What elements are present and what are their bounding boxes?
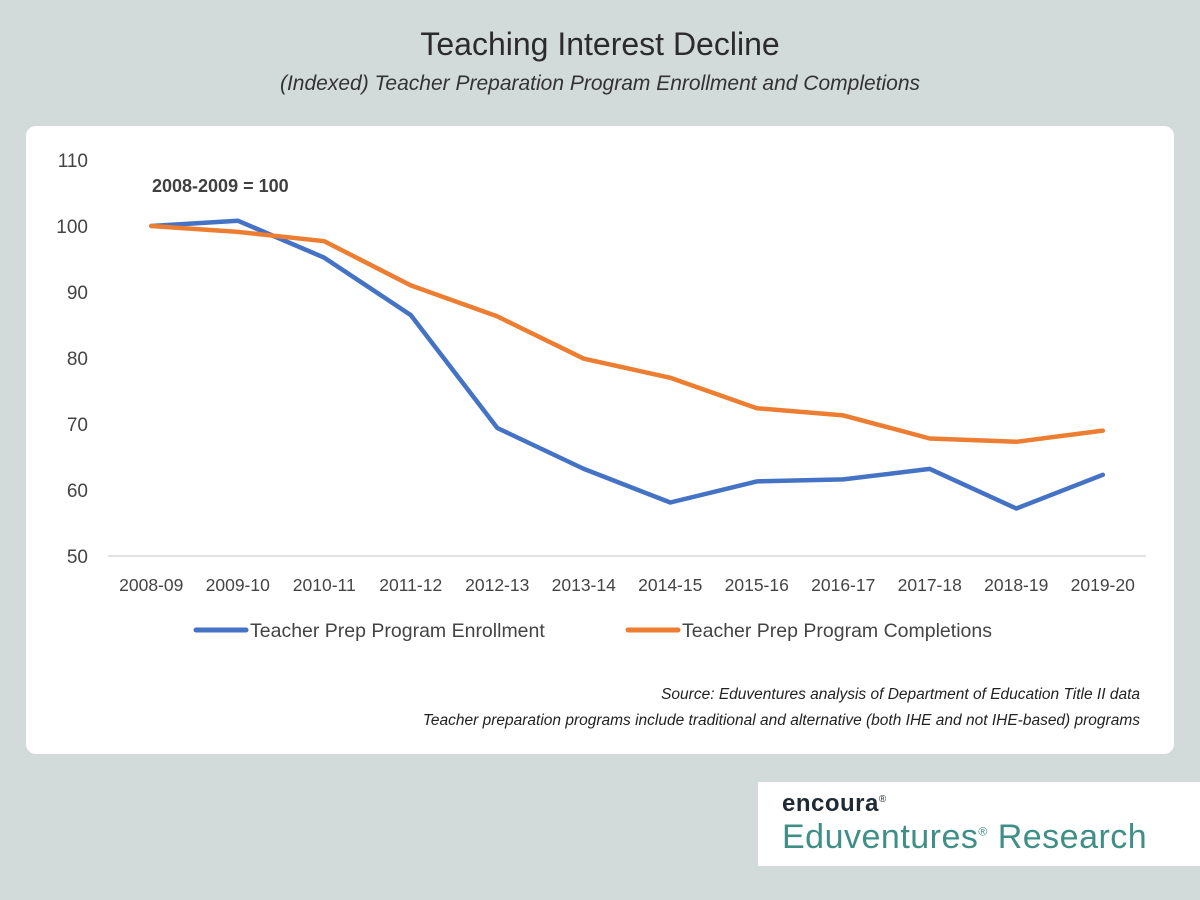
logo-product: Eduventures: [782, 818, 979, 856]
x-tick-label: 2012-13: [465, 575, 529, 595]
chart-card: 50 60 70 80 90 100 110 2008-09 2009-10 2010-11 201…: [26, 126, 1174, 754]
x-tick-label: 2016-17: [811, 575, 875, 595]
logo-brand: encoura: [782, 790, 879, 817]
legend-label: Teacher Prep Program Completions: [682, 620, 992, 642]
x-tick-label: 2010-11: [293, 575, 356, 595]
chart-title: Teaching Interest Decline: [420, 26, 780, 62]
legend-label: Teacher Prep Program Enrollment: [250, 620, 545, 642]
y-tick-label: 100: [56, 217, 88, 238]
logo-reg-mark: ®: [878, 794, 887, 805]
x-tick-label: 2019-20: [1071, 575, 1135, 595]
encoura-logo: encoura®: [782, 790, 887, 818]
base-year-annotation: 2008-2009 = 100: [152, 176, 289, 196]
x-tick-label: 2008-09: [119, 575, 183, 595]
x-tick-label: 2014-15: [638, 575, 702, 595]
line-chart: 50 60 70 80 90 100 110 2008-09 2009-10 2010-11 201…: [56, 151, 1146, 642]
y-tick-label: 60: [67, 481, 88, 502]
y-tick-label: 50: [67, 547, 88, 568]
x-tick-label: 2017-18: [898, 575, 962, 595]
logo-block: encoura® Eduventures® Research: [758, 782, 1200, 866]
x-tick-label: 2011-12: [379, 575, 442, 595]
chart-subtitle: (Indexed) Teacher Preparation Program En…: [279, 72, 921, 95]
x-tick-label: 2009-10: [206, 575, 270, 595]
programs-note: Teacher preparation programs include tra…: [422, 712, 1140, 729]
eduventures-logo: Eduventures® Research: [782, 818, 1147, 857]
logo-suffix: Research: [997, 818, 1148, 856]
logo-product-reg-mark: ®: [978, 824, 988, 839]
x-tick-label: 2013-14: [552, 575, 616, 595]
source-note: Source: Eduventures analysis of Departme…: [661, 686, 1140, 703]
series-line-enrollment: [149, 218, 1106, 511]
y-tick-label: 90: [67, 283, 88, 304]
x-tick-label: 2018-19: [984, 575, 1048, 595]
y-tick-label: 70: [67, 415, 88, 436]
y-tick-label: 110: [58, 151, 88, 172]
y-tick-label: 80: [67, 349, 88, 370]
series-line-completions: [149, 223, 1106, 445]
x-tick-label: 2015-16: [725, 575, 789, 595]
